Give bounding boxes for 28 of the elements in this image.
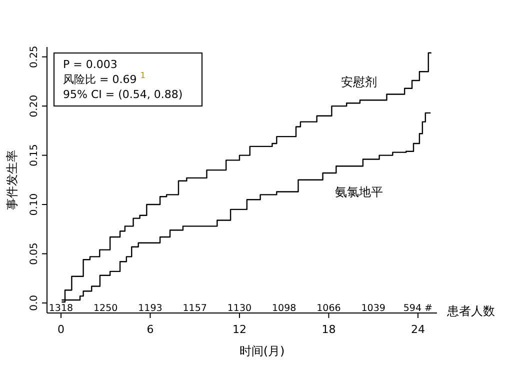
series-label: 氨氯地平 — [335, 185, 383, 200]
annotation: 1157 — [182, 303, 207, 314]
x-tick-label: 0 — [57, 323, 64, 336]
y-tick-label: 0.05 — [29, 242, 40, 265]
y-tick-label: 0.25 — [29, 46, 40, 68]
x-tick-label: 24 — [410, 323, 425, 336]
annotation: 风险比 = 0.69 $^{1}$ — [63, 70, 146, 86]
x-axis-title: 时间(月) — [239, 344, 285, 358]
y-tick-label: 0.20 — [29, 94, 40, 118]
text: 患者人数 — [446, 304, 495, 318]
annotation: 1193 — [138, 303, 162, 314]
annotation: 1130 — [227, 303, 252, 314]
x-tick-label: 6 — [146, 323, 154, 336]
annotation: 1039 — [361, 303, 386, 314]
y-tick-label: 0.15 — [29, 144, 40, 166]
annotation: 1318 — [48, 303, 74, 314]
annotation: 1098 — [272, 303, 296, 314]
annotation: 594 # — [403, 303, 433, 314]
y-tick-label: 0.10 — [29, 193, 40, 216]
annotation: 95% CI = (0.54, 0.88) — [63, 88, 183, 101]
series-label: 安慰剂 — [341, 75, 377, 90]
annotation: 1066 — [316, 303, 341, 314]
x-tick-label: 12 — [232, 323, 246, 336]
annotation: P = 0.003 — [63, 58, 118, 71]
y-tick-label: 0.0 — [29, 295, 40, 311]
y-axis-title: 事件发生率 — [5, 150, 19, 210]
x-tick-label: 18 — [322, 323, 336, 336]
annotation: 1250 — [94, 303, 118, 314]
